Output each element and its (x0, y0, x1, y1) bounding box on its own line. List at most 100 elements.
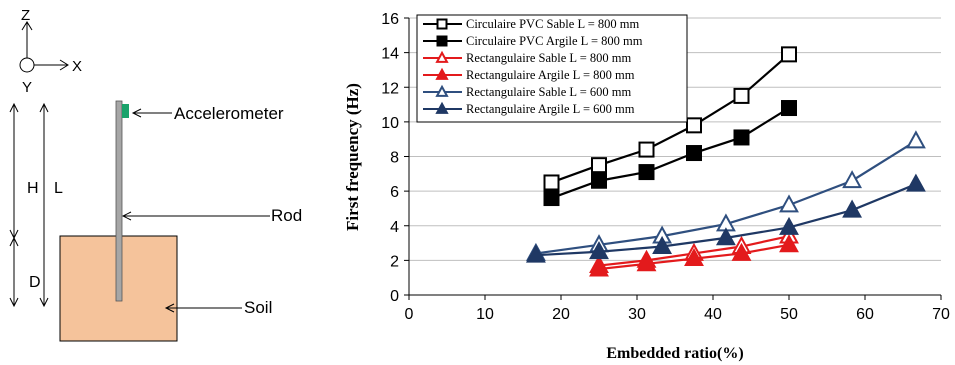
coordinate-system (19, 21, 69, 73)
data-point (715, 227, 736, 246)
data-point (779, 194, 799, 213)
legend-label: Rectangulaire Sable L = 600 mm (466, 85, 631, 99)
x-tick-label: 40 (704, 306, 722, 323)
dimension-l-bottom-arrow (39, 297, 49, 308)
soil-callout-arrow (164, 303, 175, 313)
y-tick-label: 4 (390, 219, 399, 236)
series-1 (543, 46, 797, 191)
data-point (731, 242, 752, 261)
x-tick-label: 30 (628, 306, 646, 323)
legend-marker (435, 101, 449, 114)
y-axis-circle (19, 57, 35, 73)
frequency-chart: 0 10 20 30 40 50 60 70 0 2 4 6 8 10 12 14 16 Embedded r… (343, 11, 950, 362)
data-point (686, 145, 702, 162)
data-point (779, 234, 799, 253)
y-tick-label: 2 (390, 253, 399, 270)
data-point (905, 130, 926, 149)
legend-item: Circulaire PVC Argile L = 800 mm (423, 34, 643, 48)
legend-label: Rectangulaire Argile L = 600 mm (466, 102, 635, 116)
x-tick-label: 50 (780, 306, 798, 323)
rod (115, 100, 123, 302)
data-point (781, 46, 797, 63)
data-point (589, 241, 609, 260)
legend-marker (436, 18, 448, 30)
soil-label: Soil (244, 298, 272, 317)
x-tick-label: 0 (405, 306, 414, 323)
y-tick-label: 8 (390, 150, 399, 167)
data-point (636, 253, 657, 272)
y-tick-label: 0 (390, 288, 399, 305)
x-axis-arrowhead (59, 59, 69, 71)
data-point (591, 172, 607, 189)
y-axis-label: Y (22, 79, 32, 96)
dimension-l-label: L (54, 180, 63, 197)
legend-label: Circulaire PVC Argile L = 800 mm (466, 34, 643, 48)
data-point (543, 174, 560, 191)
dimension-lines (9, 102, 49, 308)
legend: Circulaire PVC Sable L = 800 mm Circulair… (416, 14, 688, 123)
callouts (121, 108, 270, 313)
y-tick-label: 12 (381, 80, 399, 97)
legend-item: Circulaire PVC Sable L = 800 mm (423, 17, 640, 31)
data-point (842, 199, 863, 218)
x-tick-labels: 0 10 20 30 40 50 60 70 (405, 295, 950, 323)
data-point (684, 248, 704, 267)
legend-marker (435, 84, 449, 97)
data-point (652, 235, 673, 254)
data-point (591, 157, 607, 174)
legend-marker (435, 50, 449, 63)
legend-box (416, 14, 688, 123)
legend-marker (435, 67, 449, 80)
legend-items: Circulaire PVC Sable L = 800 mm Circulair… (423, 17, 643, 116)
data-point (905, 173, 926, 192)
x-tick-label: 60 (856, 306, 874, 323)
dimension-h-top-arrow (9, 102, 19, 113)
legend-label: Rectangulaire Argile L = 800 mm (466, 68, 635, 82)
legend-item: Rectangulaire Sable L = 600 mm (423, 84, 631, 99)
data-point (733, 129, 750, 146)
legend-label: Circulaire PVC Sable L = 800 mm (466, 17, 640, 31)
data-point (589, 258, 609, 277)
rod-label: Rod (271, 206, 302, 225)
dimension-l-top-arrow (39, 102, 49, 113)
dimension-d-bottom-arrow (9, 297, 19, 308)
series-4 (589, 234, 799, 277)
z-axis-arrowhead (21, 21, 33, 31)
y-axis-title: First frequency (Hz) (343, 83, 362, 231)
dimension-h-label: H (27, 180, 39, 197)
z-axis-label: Z (21, 7, 30, 24)
accelerometer-sensor (122, 104, 129, 118)
series-6 (525, 173, 926, 263)
dimension-d-label: D (29, 274, 41, 291)
rod-callout-arrow (121, 211, 132, 221)
legend-marker (436, 35, 448, 47)
data-point (733, 87, 750, 104)
legend-item: Rectangulaire Argile L = 800 mm (423, 67, 635, 82)
legend-item: Rectangulaire Argile L = 600 mm (423, 101, 635, 116)
series-group (525, 46, 926, 277)
y-tick-labels: 0 2 4 6 8 10 12 14 16 (381, 11, 409, 305)
x-tick-label: 10 (476, 306, 494, 323)
data-point (781, 100, 797, 117)
data-point (525, 244, 546, 263)
series-2 (543, 100, 797, 207)
data-point (638, 141, 655, 158)
data-point (686, 117, 702, 134)
accelerometer-callout-arrow (131, 108, 142, 118)
dimension-d-top-arrow (9, 236, 19, 247)
y-tick-label: 14 (381, 46, 399, 63)
data-point (638, 164, 655, 181)
setup-diagram: Z X Y H L D Ac (9, 7, 302, 342)
legend-label: Rectangulaire Sable L = 800 mm (466, 51, 631, 65)
x-axis-title: Embedded ratio(%) (606, 345, 743, 362)
legend-item: Rectangulaire Sable L = 800 mm (423, 50, 631, 65)
y-tick-label: 16 (381, 11, 399, 28)
x-tick-label: 70 (932, 306, 950, 323)
accelerometer-label: Accelerometer (174, 104, 284, 123)
y-tick-label: 6 (390, 184, 399, 201)
data-point (779, 216, 799, 235)
x-axis-label: X (72, 58, 82, 75)
data-point (842, 170, 863, 189)
y-tick-label: 10 (381, 115, 399, 132)
